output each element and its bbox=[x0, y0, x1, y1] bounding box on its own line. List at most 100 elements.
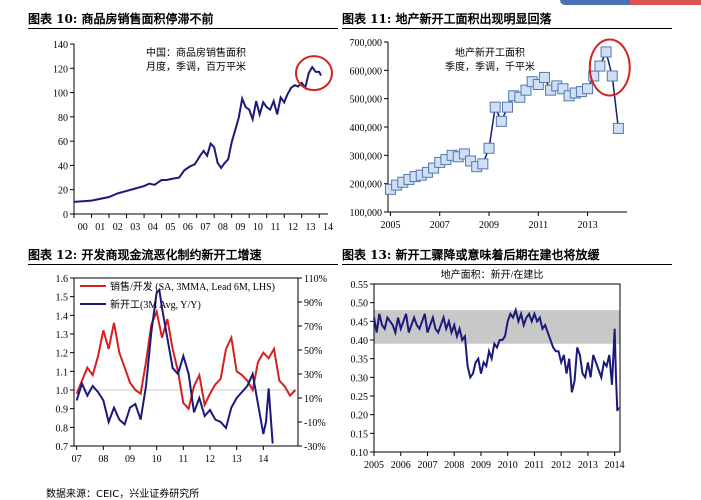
data-point-marker bbox=[520, 84, 532, 96]
right-tick-label: 70% bbox=[304, 322, 322, 333]
chart-figure-12: 0.7 0.8 0.9 1.0 1.1 1.2 1.3 1.4 1.5 1.6 -30% -10% 10… bbox=[56, 274, 327, 465]
brand-color-strip bbox=[560, 0, 701, 5]
y-tick-label: 0.35 bbox=[351, 355, 369, 366]
x-tick-label: 09 bbox=[125, 454, 135, 465]
y-tick-label: 100 bbox=[53, 89, 68, 100]
panel-figure-11: 图表 11: 地产新开工面积出现明显回落 100,000 200,000 300,0… bbox=[342, 6, 672, 244]
page-top-bar bbox=[0, 0, 701, 4]
x-tick-label: 12 bbox=[205, 454, 215, 465]
data-point-marker bbox=[594, 60, 606, 72]
left-tick-label: 0.9 bbox=[56, 405, 69, 416]
data-point-marker bbox=[477, 158, 489, 170]
y-tick-label: 0.50 bbox=[351, 299, 369, 310]
y-tick-label: 80 bbox=[58, 113, 68, 124]
title-divider bbox=[342, 264, 672, 265]
y-tick-label: 300,000 bbox=[350, 151, 383, 162]
data-point-marker bbox=[495, 115, 507, 127]
x-tick-label: 2012 bbox=[551, 460, 571, 471]
right-tick-label: 50% bbox=[304, 346, 322, 357]
x-tick-label: 2013 bbox=[578, 220, 598, 231]
right-tick-label: 90% bbox=[304, 298, 322, 309]
y-tick-label: 60 bbox=[58, 137, 68, 148]
left-tick-label: 1.0 bbox=[56, 386, 69, 397]
x-tick-label: 2006 bbox=[391, 460, 411, 471]
left-tick-label: 1.3 bbox=[56, 330, 69, 341]
title-divider bbox=[28, 264, 338, 265]
legend-label-1: 销售/开发 (SA, 3MMA, Lead 6M, LHS) bbox=[110, 280, 275, 293]
x-tick-label: 11 bbox=[271, 222, 281, 233]
x-tick-label: 04 bbox=[148, 222, 158, 233]
highlight-circle bbox=[588, 38, 631, 97]
x-tick-label: 2005 bbox=[364, 460, 384, 471]
y-tick-label: 0.15 bbox=[351, 429, 369, 440]
data-point-marker bbox=[588, 70, 600, 82]
y-tick-label: 0.40 bbox=[351, 336, 369, 347]
data-point-marker bbox=[483, 142, 495, 154]
x-tick-label: 10 bbox=[152, 454, 162, 465]
y-tick-label: 20 bbox=[58, 186, 68, 197]
y-tick-label: 40 bbox=[58, 161, 68, 172]
x-tick-label: 2007 bbox=[430, 220, 450, 231]
x-tick-label: 06 bbox=[183, 222, 193, 233]
right-tick-label: -10% bbox=[304, 418, 326, 429]
series-line-new-starts-yoy bbox=[75, 288, 274, 444]
plot-frame bbox=[373, 283, 621, 453]
x-tick-label: 05 bbox=[165, 222, 175, 233]
y-tick-label: 0.45 bbox=[351, 317, 369, 328]
right-tick-label: -30% bbox=[304, 442, 326, 453]
data-point-marker bbox=[532, 79, 544, 90]
figure-13-title: 图表 13: 新开工骤降或意味着后期在建也将放缓 bbox=[342, 248, 600, 262]
series-line-sales-dev-ratio bbox=[75, 308, 297, 411]
right-tick-label: 30% bbox=[304, 370, 322, 381]
x-tick-label: 14 bbox=[323, 222, 333, 233]
right-tick-label: 110% bbox=[304, 274, 327, 285]
x-tick-label: 00 bbox=[78, 222, 88, 233]
shaded-band bbox=[374, 310, 620, 344]
x-tick-label: 08 bbox=[218, 222, 228, 233]
x-tick-label: 2009 bbox=[471, 460, 491, 471]
left-tick-label: 1.6 bbox=[56, 274, 69, 285]
y-tick-label: 120 bbox=[53, 64, 68, 75]
right-tick-label: 10% bbox=[304, 394, 322, 405]
x-tick-label: 2005 bbox=[380, 220, 400, 231]
left-tick-label: 0.8 bbox=[56, 423, 69, 434]
x-tick-label: 2010 bbox=[498, 460, 518, 471]
figure-11-title: 图表 11: 地产新开工面积出现明显回落 bbox=[342, 12, 552, 26]
data-point-marker bbox=[489, 101, 501, 113]
figure-12-title: 图表 12: 开发商现金流恶化制约新开工增速 bbox=[28, 248, 262, 262]
panel-figure-13: 图表 13: 新开工骤降或意味着后期在建也将放缓 0.10 0.15 0.20 0.2… bbox=[342, 244, 672, 482]
annotation-label: 地产面积：新开/在建比 bbox=[441, 268, 544, 281]
y-tick-label: 200,000 bbox=[350, 180, 383, 191]
left-tick-label: 1.1 bbox=[56, 367, 69, 378]
x-tick-label: 13 bbox=[305, 222, 315, 233]
x-tick-label: 13 bbox=[232, 454, 242, 465]
x-tick-label: 08 bbox=[98, 454, 108, 465]
y-tick-label: 0.20 bbox=[351, 411, 369, 422]
x-tick-label: 02 bbox=[113, 222, 123, 233]
x-tick-label: 2007 bbox=[417, 460, 437, 471]
annotation-line-1: 地产新开工面积 bbox=[455, 46, 525, 59]
data-point-marker bbox=[428, 162, 440, 174]
y-tick-label: 500,000 bbox=[350, 95, 383, 106]
y-tick-label: 700,000 bbox=[350, 38, 383, 49]
data-point-marker bbox=[557, 83, 569, 95]
chart-figure-10: 0 20 40 60 80 100 120 140 00 01 02 03 04 05 06 07 08 09 10… bbox=[53, 40, 333, 233]
figure-10-title: 图表 10: 商品房销售面积停滞不前 bbox=[28, 12, 214, 26]
title-divider bbox=[342, 28, 672, 29]
x-tick-label: 12 bbox=[288, 222, 298, 233]
y-tick-label: 0.10 bbox=[351, 448, 369, 459]
data-point-marker bbox=[465, 155, 477, 167]
panel-figure-12: 图表 12: 开发商现金流恶化制约新开工增速 0.7 0.8 0.9 1.0 1.1 1.… bbox=[28, 244, 338, 482]
x-tick-label: 03 bbox=[130, 222, 140, 233]
x-tick-label: 2011 bbox=[525, 460, 545, 471]
data-point-marker bbox=[606, 70, 618, 82]
left-tick-label: 1.2 bbox=[56, 349, 69, 360]
left-tick-label: 1.5 bbox=[56, 293, 69, 304]
data-point-marker bbox=[514, 91, 526, 103]
x-tick-label: 2013 bbox=[578, 460, 598, 471]
series-line-sales-area bbox=[73, 65, 322, 203]
x-tick-label: 2009 bbox=[479, 220, 499, 231]
x-tick-label: 10 bbox=[253, 222, 263, 233]
data-point-marker bbox=[538, 71, 550, 83]
chart-figure-11: 100,000 200,000 300,000 400,000 500,000 600,0… bbox=[350, 38, 631, 231]
